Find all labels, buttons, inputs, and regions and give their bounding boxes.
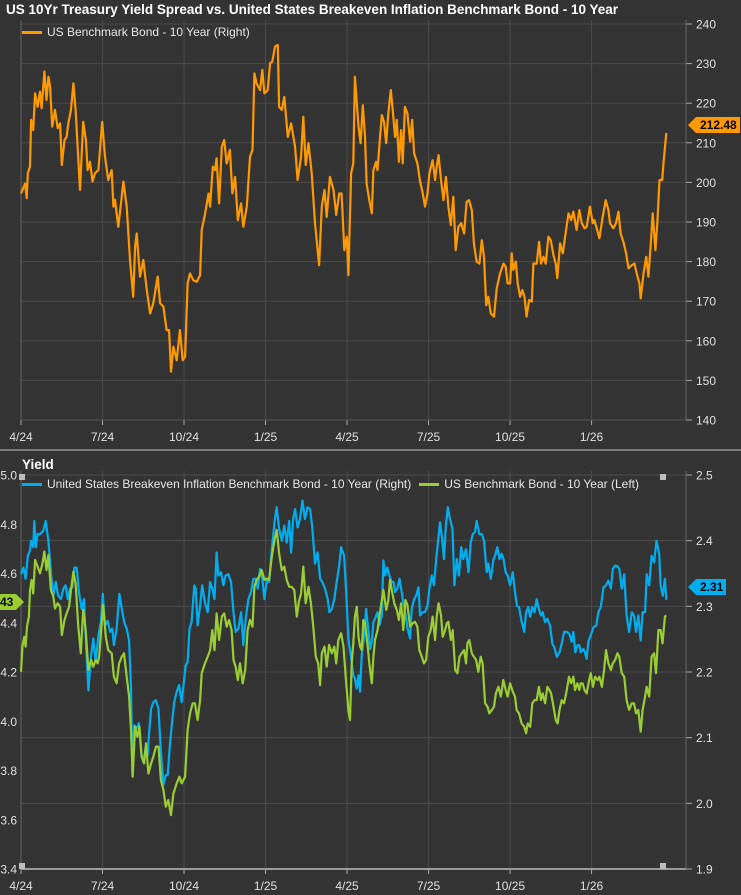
y-left-tick-label: 5.0	[0, 469, 17, 483]
y-right-tick-label: 2.0	[696, 797, 713, 811]
legend-label: US Benchmark Bond - 10 Year (Right)	[47, 25, 250, 39]
last-value-badge-blue: 2.31	[687, 579, 727, 595]
x-tick-label: 10/24	[169, 430, 199, 444]
x-tick-label: 10/25	[495, 430, 525, 444]
series-line-green	[19, 528, 668, 817]
x-tick-label: 1/26	[580, 430, 604, 444]
panel-title-yield: Yield	[22, 457, 54, 472]
y-right-tick-label: 230	[696, 57, 716, 71]
x-tick-label: 10/24	[169, 879, 199, 893]
legend-swatch-green	[419, 482, 440, 486]
range-handle[interactable]	[660, 474, 666, 480]
y-right-tick-label: 240	[696, 18, 716, 32]
y-left-tick-label: 3.6	[0, 813, 17, 827]
y-right-tick-label: 2.2	[696, 666, 713, 680]
legend-item-us-benchmark[interactable]: US Benchmark Bond - 10 Year (Right)	[22, 25, 250, 39]
x-tick-label: 7/25	[417, 879, 441, 893]
bottom-legend: United States Breakeven Inflation Benchm…	[22, 477, 647, 491]
y-right-tick-label: 160	[696, 334, 716, 348]
x-tick-label: 7/24	[91, 879, 115, 893]
y-right-tick-label: 150	[696, 374, 716, 388]
last-value-badge-green: 4.43	[0, 594, 25, 610]
series-line-orange	[19, 43, 668, 373]
chart-2: 1.9 2.0 2.1 2.2 2.3 2.4 2.5 4/24 7/24 10/24 1/25 4/…	[0, 469, 713, 894]
range-handle[interactable]	[19, 474, 25, 480]
y-left-tick-label: 4.4	[0, 616, 17, 630]
y-left-tick-label: 4.0	[0, 715, 17, 729]
y-left-tick-label: 3.8	[0, 764, 17, 778]
y-right-tick-label: 180	[696, 255, 716, 269]
x-tick-label: 4/25	[335, 879, 359, 893]
x-tick-label: 7/24	[91, 430, 115, 444]
y-right-tick-label: 2.1	[696, 731, 713, 745]
y-right-tick-label: 190	[696, 216, 716, 230]
y-right-tick-label: 140	[696, 414, 716, 428]
x-tick-label: 4/24	[9, 430, 33, 444]
legend-label: United States Breakeven Inflation Benchm…	[47, 477, 412, 491]
panel-divider[interactable]	[0, 449, 741, 451]
legend-swatch-orange	[22, 30, 42, 34]
x-tick-label: 1/25	[254, 879, 278, 893]
series-line-blue	[19, 499, 668, 787]
y-right-tick-label: 200	[696, 176, 716, 190]
top-legend: US Benchmark Bond - 10 Year (Right)	[22, 25, 258, 39]
x-tick-label: 4/24	[9, 879, 33, 893]
x-tick-label: 10/25	[495, 879, 525, 893]
x-tick-label: 7/25	[417, 430, 441, 444]
chart-title: US 10Yr Treasury Yield Spread vs. United…	[6, 2, 618, 17]
legend-label: US Benchmark Bond - 10 Year (Left)	[444, 477, 639, 491]
y-left-tick-label: 4.2	[0, 666, 17, 680]
range-handle[interactable]	[660, 863, 666, 869]
y-right-tick-label: 1.9	[696, 863, 713, 877]
y-right-tick-label: 210	[696, 136, 716, 150]
last-value-badge-orange: 212.48	[688, 117, 740, 133]
range-handle[interactable]	[19, 863, 25, 869]
y-right-tick-label: 2.5	[696, 469, 713, 483]
y-left-tick-label: 4.8	[0, 518, 17, 532]
x-tick-label: 1/26	[580, 879, 604, 893]
y-right-tick-label: 2.4	[696, 534, 713, 548]
x-tick-label: 1/25	[254, 430, 278, 444]
y-right-tick-label: 2.3	[696, 600, 713, 614]
y-left-tick-label: 3.4	[0, 863, 17, 877]
y-right-tick-label: 220	[696, 97, 716, 111]
y-left-tick-label: 4.6	[0, 567, 17, 581]
y-right-tick-label: 170	[696, 295, 716, 309]
legend-item-breakeven[interactable]: United States Breakeven Inflation Benchm…	[22, 477, 411, 491]
x-tick-label: 4/25	[335, 430, 359, 444]
chart-1: 140 150 160 170 180 190 200 210 220 230 240 4/24 7/2…	[9, 18, 716, 445]
legend-item-us-benchmark-left[interactable]: US Benchmark Bond - 10 Year (Left)	[419, 477, 639, 491]
legend-swatch-blue	[22, 482, 42, 486]
